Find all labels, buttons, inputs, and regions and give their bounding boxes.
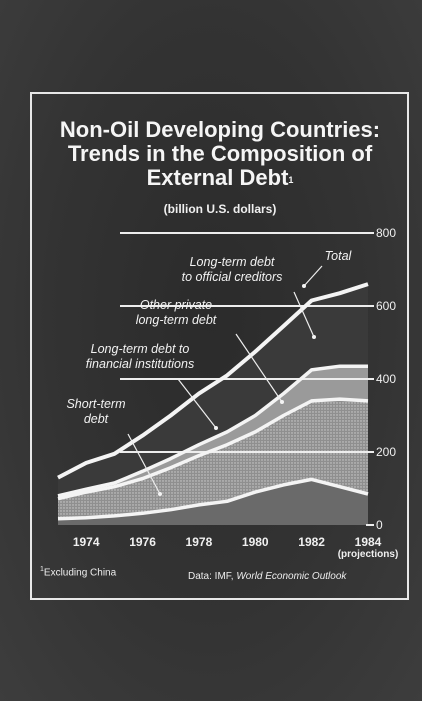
x-projections-note: (projections) bbox=[338, 549, 399, 560]
x-tick-label: 1984 bbox=[355, 535, 382, 549]
chart-subtitle: (billion U.S. dollars) bbox=[163, 202, 277, 216]
series-line-3 bbox=[57, 282, 369, 480]
footnote: 1Excluding China bbox=[40, 566, 116, 578]
footnote-text: Excluding China bbox=[43, 567, 117, 579]
annotation-label: Short-term debt bbox=[66, 397, 125, 426]
annotation-leader bbox=[127, 433, 161, 495]
area-3 bbox=[58, 284, 368, 496]
annotation-leader bbox=[235, 333, 283, 403]
y-tick-label: 0 bbox=[376, 518, 383, 532]
y-tick-label: 400 bbox=[376, 372, 396, 386]
annotation-dot bbox=[312, 335, 316, 339]
annotation-dot bbox=[214, 426, 218, 430]
annotation-dot bbox=[302, 284, 306, 288]
area-2 bbox=[58, 366, 368, 499]
series-line-0 bbox=[57, 477, 369, 521]
annotation-dot bbox=[280, 400, 284, 404]
y-tick-label: 800 bbox=[376, 226, 396, 240]
area-0 bbox=[58, 479, 368, 525]
area-1 bbox=[58, 399, 368, 519]
series-line-1 bbox=[57, 397, 369, 501]
title-footnote-mark: 1 bbox=[288, 175, 294, 185]
annotation-leader bbox=[177, 378, 217, 429]
annotation-leader bbox=[293, 291, 315, 338]
footnote-mark: 1 bbox=[40, 566, 44, 573]
source-publication: World Economic Outlook bbox=[236, 571, 347, 582]
annotation-dot bbox=[158, 492, 162, 496]
annotation-label: Total bbox=[325, 249, 353, 263]
annotation-leader bbox=[303, 265, 323, 287]
x-tick-label: 1978 bbox=[186, 535, 213, 549]
source-note: Data: IMF, World Economic Outlook bbox=[188, 571, 346, 582]
annotation-label: Long-term debt to official creditors bbox=[182, 255, 283, 284]
x-tick-label: 1974 bbox=[73, 535, 100, 549]
y-tick-label: 600 bbox=[376, 299, 396, 313]
y-tick-label: 200 bbox=[376, 445, 396, 459]
x-tick-label: 1976 bbox=[129, 535, 156, 549]
annotation-label: Other private long-term debt bbox=[136, 298, 217, 327]
chart-title: Non-Oil Developing Countries: Trends in … bbox=[30, 118, 410, 190]
chart-frame bbox=[30, 92, 409, 600]
x-tick-label: 1982 bbox=[298, 535, 325, 549]
chart-title-text: Non-Oil Developing Countries: Trends in … bbox=[59, 117, 381, 190]
x-tick-label: 1980 bbox=[242, 535, 269, 549]
series-line-2 bbox=[57, 364, 368, 498]
annotation-label: Long-term debt to financial institutions bbox=[86, 342, 194, 371]
source-prefix: Data: IMF, bbox=[188, 571, 237, 582]
